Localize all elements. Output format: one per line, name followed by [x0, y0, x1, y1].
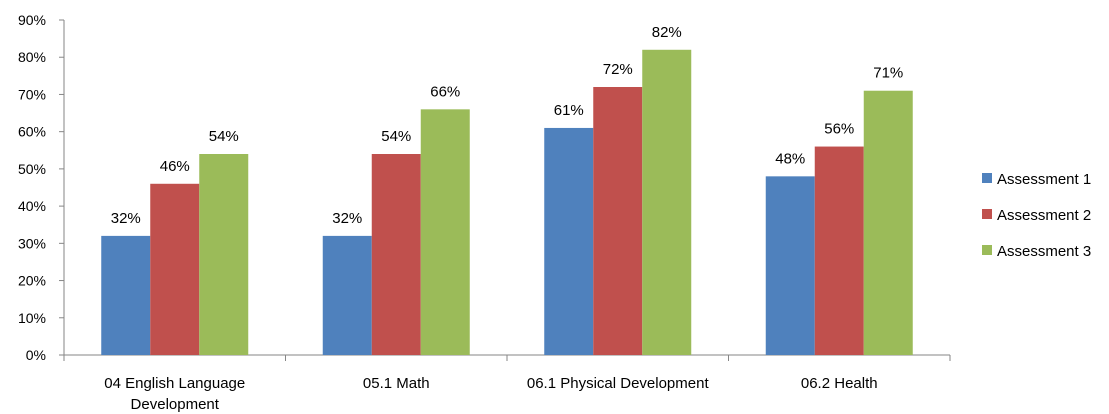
legend-label: Assessment 2	[997, 207, 1091, 224]
y-tick-label: 20%	[18, 273, 46, 289]
category-label: 04 English Language	[104, 375, 245, 392]
bars	[101, 49, 913, 356]
axes: 0% 10% 20% 30% 40% 50% 60% 70% 80% 90% 04 English …	[18, 12, 951, 413]
y-tick-label: 90%	[18, 12, 46, 28]
data-label: 71%	[873, 65, 903, 82]
legend-swatch	[982, 173, 992, 183]
bar	[544, 127, 594, 355]
y-tick-label: 30%	[18, 235, 46, 251]
bar	[150, 183, 200, 355]
y-tick-label: 0%	[26, 347, 46, 363]
data-labels: 32% 46% 54% 32% 54% 66% 61% 72% 82% 48% 56% 71%	[111, 24, 904, 227]
bar	[199, 154, 249, 355]
bar	[863, 90, 913, 355]
data-label: 56%	[824, 121, 854, 138]
legend-swatch	[982, 209, 992, 219]
legend-label: Assessment 3	[997, 243, 1091, 260]
data-label: 61%	[554, 102, 584, 119]
bar	[765, 176, 815, 355]
y-tick-label: 70%	[18, 86, 46, 102]
data-label: 46%	[160, 158, 190, 175]
y-tick-label: 10%	[18, 310, 46, 326]
data-label: 48%	[775, 150, 805, 167]
data-label: 82%	[652, 24, 682, 41]
legend-label: Assessment 1	[997, 171, 1091, 188]
y-tick-label: 60%	[18, 124, 46, 140]
data-label: 66%	[430, 83, 460, 100]
y-tick-label: 80%	[18, 49, 46, 65]
bar	[371, 154, 421, 355]
bar	[814, 146, 864, 355]
data-label: 54%	[381, 128, 411, 145]
data-label: 72%	[603, 61, 633, 78]
bar	[593, 87, 643, 355]
data-label: 32%	[332, 210, 362, 227]
y-tick-label: 50%	[18, 161, 46, 177]
legend: Assessment 1 Assessment 2 Assessment 3	[982, 171, 1091, 260]
bar	[101, 235, 151, 355]
category-label: Development	[131, 396, 220, 413]
bar	[322, 235, 372, 355]
data-label: 54%	[209, 128, 239, 145]
bar	[642, 49, 692, 356]
data-label: 32%	[111, 210, 141, 227]
category-label: 06.2 Health	[801, 375, 878, 392]
legend-swatch	[982, 245, 992, 255]
bar	[420, 109, 470, 355]
category-label: 06.1 Physical Development	[527, 375, 710, 392]
category-label: 05.1 Math	[363, 375, 430, 392]
y-tick-label: 40%	[18, 198, 46, 214]
